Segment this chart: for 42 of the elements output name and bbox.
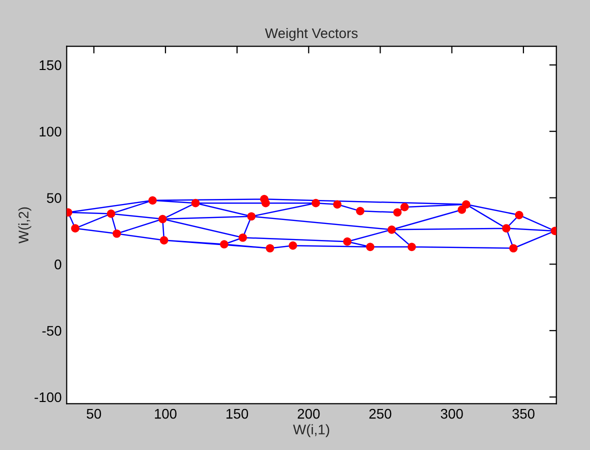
- point: [400, 202, 409, 212]
- point: [514, 210, 524, 220]
- point: [366, 242, 374, 252]
- point: [191, 198, 200, 208]
- y-tick-label: 0: [54, 260, 62, 270]
- point: [148, 196, 157, 205]
- y-tick-label: 150: [40, 60, 62, 70]
- point: [288, 241, 298, 250]
- y-tick-label: 50: [46, 193, 62, 203]
- y-tick-label: 100: [40, 126, 62, 137]
- point: [502, 224, 510, 232]
- point: [158, 214, 167, 224]
- point: [106, 210, 116, 218]
- point: [247, 212, 256, 221]
- point: [462, 200, 470, 209]
- point: [220, 240, 228, 248]
- x-tick-label: 300: [440, 408, 463, 419]
- point: [71, 224, 80, 232]
- point: [262, 198, 270, 208]
- point: [343, 237, 352, 246]
- x-tick-label: 100: [154, 408, 177, 419]
- x-tick-label: 250: [369, 408, 392, 419]
- x-tick-label: 150: [226, 408, 248, 419]
- point: [112, 229, 121, 238]
- x-axis-title: W(i,1): [293, 424, 330, 438]
- point: [160, 236, 168, 244]
- point: [266, 244, 274, 252]
- x-tick-label: 50: [86, 408, 102, 419]
- chart-title: Weight Vectors: [265, 28, 358, 41]
- x-tick-label: 350: [512, 408, 534, 419]
- point: [356, 206, 364, 216]
- point: [333, 200, 342, 209]
- point: [312, 198, 320, 208]
- y-tick-label: -100: [34, 392, 62, 402]
- y-axis-title: W(i,2): [18, 207, 32, 244]
- point: [388, 225, 396, 234]
- x-tick-label: 200: [298, 408, 320, 419]
- point: [238, 233, 247, 242]
- point: [393, 208, 402, 217]
- y-tick-label: -50: [42, 326, 62, 336]
- point: [408, 242, 416, 252]
- point: [509, 244, 518, 252]
